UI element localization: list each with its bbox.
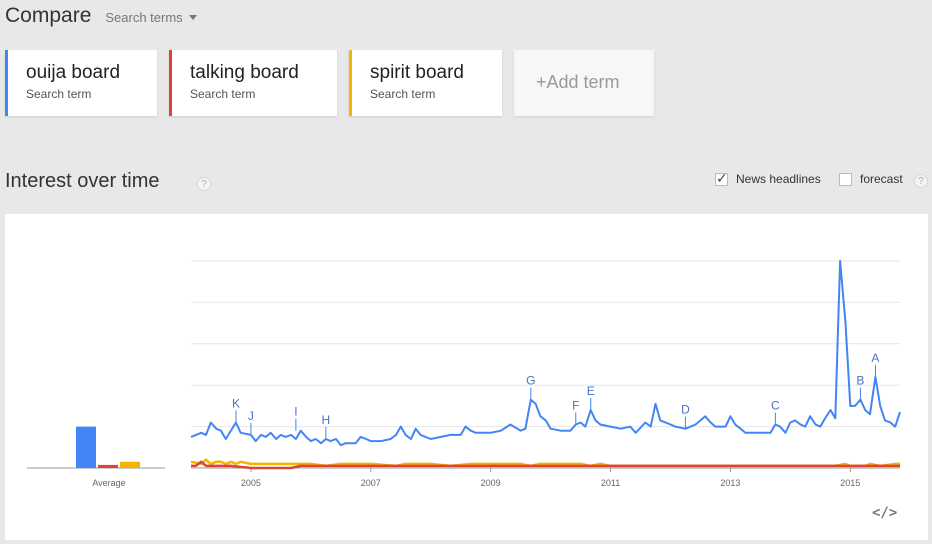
average-label: Average: [92, 478, 125, 488]
compare-title: Compare: [5, 4, 92, 27]
news-headlines-label: News headlines: [736, 172, 821, 186]
annotation-d: D: [681, 403, 690, 417]
search-terms-dropdown[interactable]: Search terms: [105, 10, 197, 25]
annotation-k: K: [232, 396, 240, 410]
term-card-spirit-board[interactable]: spirit board Search term: [349, 50, 502, 116]
news-headlines-option[interactable]: News headlines: [715, 170, 821, 187]
term-card-talking-board[interactable]: talking board Search term: [169, 50, 337, 116]
term-name: spirit board: [370, 62, 464, 83]
caret-down-icon: [188, 15, 197, 20]
term-sublabel: Search term: [190, 87, 256, 101]
forecast-checkbox[interactable]: [839, 172, 852, 186]
series-line-talking-board: [191, 460, 900, 470]
x-tick-label: 2013: [720, 478, 740, 488]
news-headlines-checkbox[interactable]: [715, 170, 728, 187]
term-sublabel: Search term: [26, 87, 92, 101]
annotation-i: I: [294, 405, 297, 419]
x-tick-label: 2009: [481, 478, 501, 488]
help-icon[interactable]: ?: [197, 177, 211, 191]
interest-chart: Average 2005 2007 2009 2011 2013 2015 KJ I H G FE D C…: [27, 260, 901, 488]
term-card-ouija-board[interactable]: ouija board Search term: [5, 50, 157, 116]
term-name: ouija board: [26, 62, 121, 83]
series-line-ouija-board: [190, 260, 901, 447]
term-color-bar: [169, 50, 172, 116]
annotation-b: B: [856, 374, 864, 388]
annotation-f: F: [572, 399, 579, 413]
annotation-e: E: [587, 384, 595, 398]
compare-header: Compare Search terms: [5, 4, 197, 34]
annotation-h: H: [322, 413, 331, 427]
average-bar-ouija-board: [76, 426, 96, 468]
forecast-help-icon[interactable]: ?: [914, 174, 928, 188]
average-bar-talking-board: [98, 464, 118, 468]
x-tick-label: 2005: [241, 478, 261, 488]
chart-panel: Average 2005 2007 2009 2011 2013 2015 K J I H G F E D C…: [5, 214, 928, 540]
term-color-bar: [349, 50, 352, 116]
x-tick-label: 2015: [840, 478, 860, 488]
annotation-c: C: [771, 399, 780, 413]
add-term-label: +Add term: [536, 72, 620, 92]
forecast-label: forecast: [860, 172, 903, 186]
x-tick-label: 2007: [361, 478, 381, 488]
term-color-bar: [5, 50, 8, 116]
embed-code-icon[interactable]: </>: [872, 505, 898, 521]
forecast-option[interactable]: forecast: [839, 172, 903, 186]
add-term-button[interactable]: +Add term: [514, 50, 654, 116]
annotation-j: J: [248, 409, 254, 423]
annotation-a: A: [871, 351, 879, 365]
term-name: talking board: [190, 62, 299, 83]
search-terms-label: Search terms: [105, 10, 183, 25]
x-tick-label: 2011: [601, 478, 620, 488]
annotation-g: G: [526, 374, 535, 388]
average-bar-spirit-board: [120, 461, 140, 468]
interest-over-time-title: Interest over time: [5, 170, 160, 192]
term-sublabel: Search term: [370, 87, 436, 101]
